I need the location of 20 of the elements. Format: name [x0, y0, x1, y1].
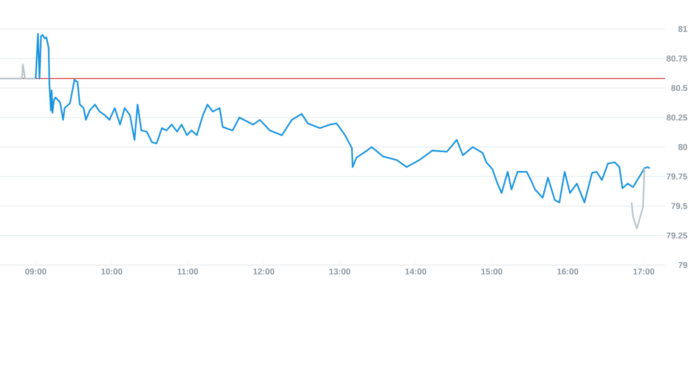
y-tick-label: 80.5	[671, 85, 688, 91]
x-tick-label: 09:00	[25, 268, 46, 275]
x-tick-label: 14:00	[405, 268, 426, 275]
y-tick-label: 79	[678, 262, 688, 268]
x-tick-label: 15:00	[481, 268, 502, 275]
x-tick-label: 11:00	[178, 268, 198, 275]
x-tick-label: 16:00	[557, 268, 578, 275]
y-tick-label: 80.75	[666, 56, 688, 62]
x-tick-label: 12:00	[253, 268, 274, 275]
x-tick-label: 10:00	[101, 268, 122, 275]
y-tick-label: 81	[678, 26, 688, 32]
y-tick-label: 80	[678, 144, 688, 150]
x-tick-label: 17:00	[633, 268, 654, 275]
y-tick-label: 80.25	[666, 114, 688, 120]
y-tick-label: 79.25	[666, 232, 688, 238]
y-tick-label: 79.75	[666, 174, 688, 180]
line-series	[630, 167, 646, 230]
y-tick-label: 79.5	[671, 203, 688, 209]
x-tick-label: 13:00	[329, 268, 350, 275]
line-series	[34, 32, 651, 204]
